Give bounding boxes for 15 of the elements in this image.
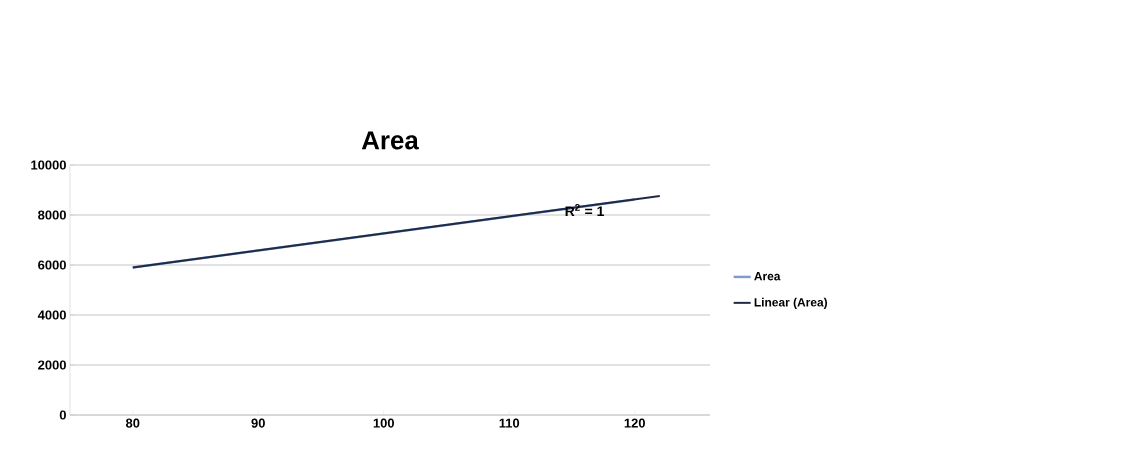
y-tick-label: 8000 — [38, 210, 66, 220]
x-tick-label: 90 — [251, 418, 265, 428]
y-tick-label: 6000 — [38, 260, 66, 270]
x-tick-label: 110 — [499, 418, 520, 428]
annotation: R$^{2}$ = 1 — [565, 203, 604, 217]
legend-label: Area — [754, 272, 781, 281]
y-tick-label: 4000 — [37, 310, 66, 320]
chart-title: Area — [361, 131, 419, 150]
legend-label: Linear (Area) — [754, 297, 828, 309]
y-tick-label: 2000 — [38, 360, 66, 370]
x-tick-label: 100 — [373, 418, 394, 428]
x-tick-label: 120 — [624, 418, 645, 428]
y-tick-label: 10000 — [31, 160, 66, 170]
x-tick-label: 80 — [125, 418, 140, 428]
y-tick-label: 0 — [59, 410, 66, 420]
